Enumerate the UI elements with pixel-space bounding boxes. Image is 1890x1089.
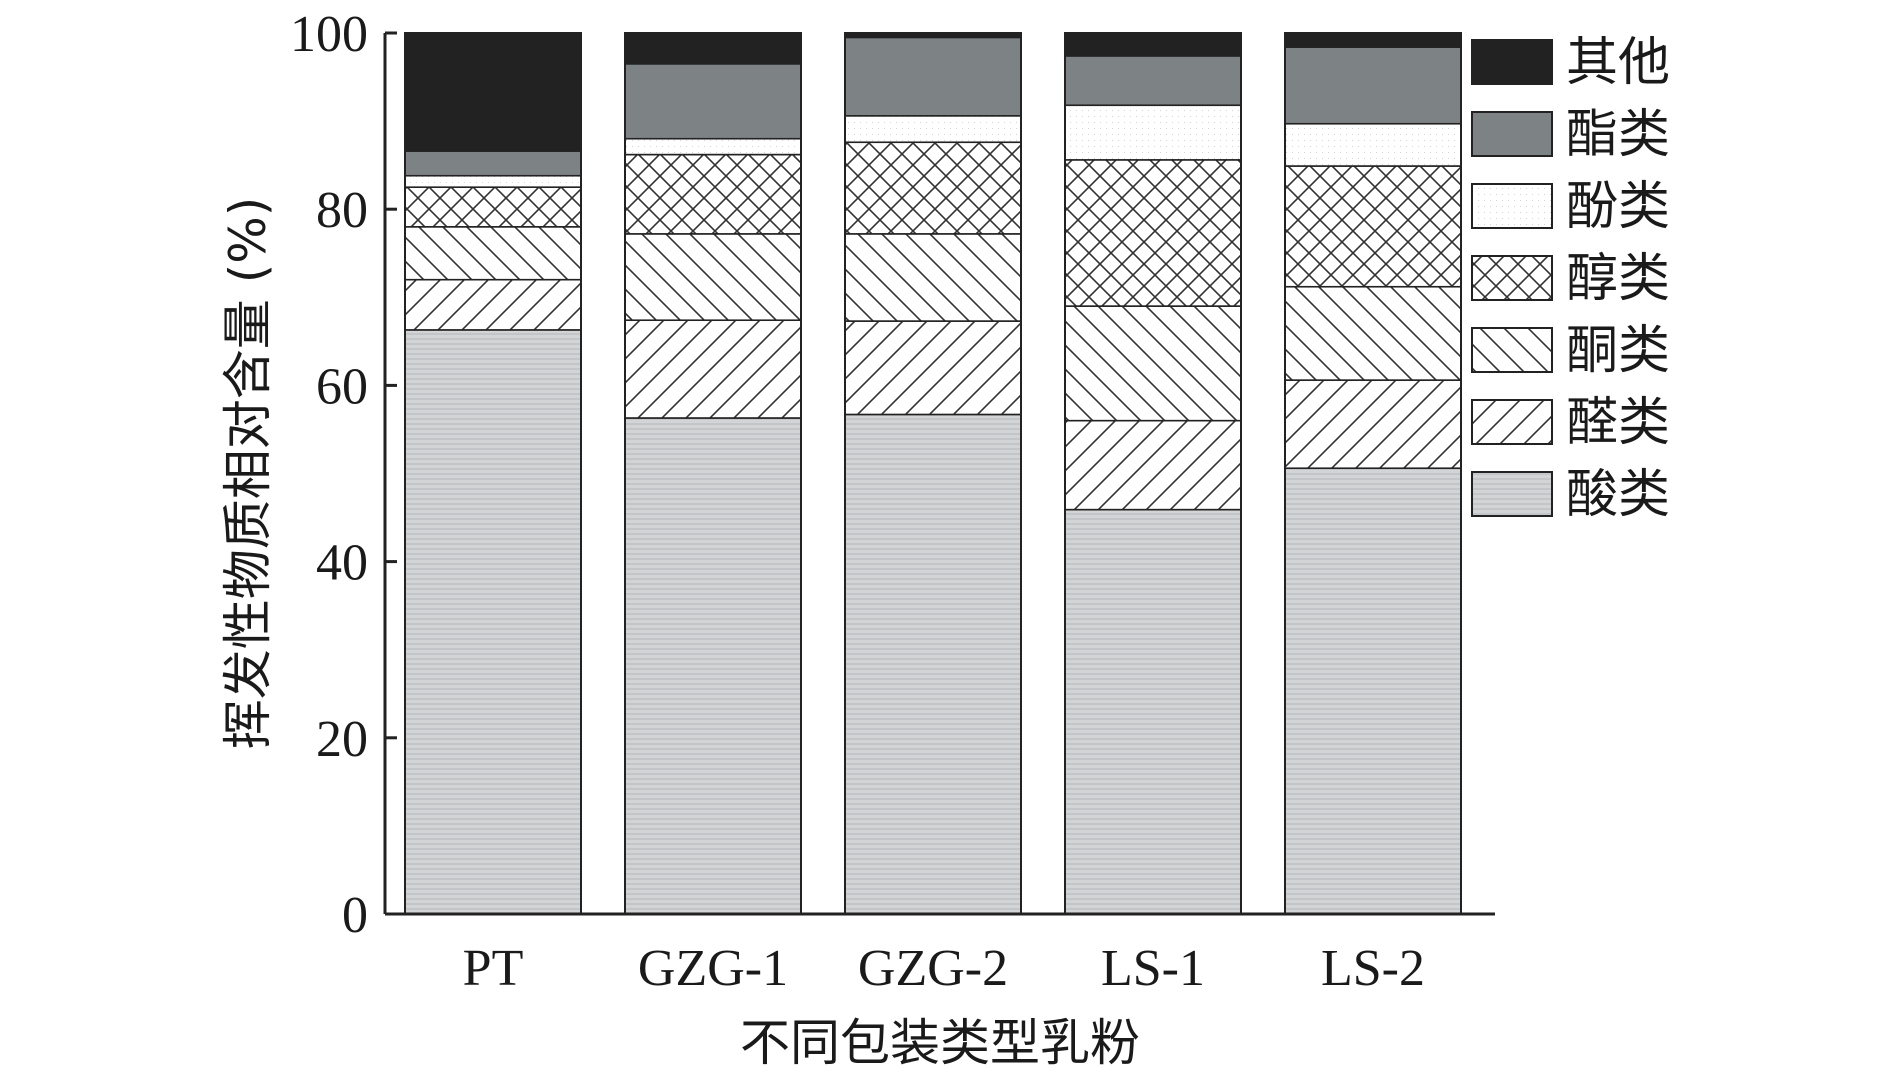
bar-segment-GZG-1-其他: [624, 32, 802, 65]
y-tick-label-60: 60: [316, 358, 368, 415]
x-tick-label-LS-1: LS-1: [1101, 940, 1205, 997]
bar-segment-LS-2-酚类: [1284, 122, 1462, 167]
bar-segment-PT-酮类: [404, 226, 582, 281]
bar-segment-GZG-1-酸类: [624, 417, 802, 915]
bar-segment-LS-1-醛类: [1064, 419, 1242, 511]
legend-swatch-酮类: [1471, 327, 1553, 373]
bar-segment-GZG-1-醛类: [624, 319, 802, 419]
x-tick-label-PT: PT: [463, 940, 524, 997]
y-tick-label-0: 0: [342, 887, 368, 944]
bars-layer: [404, 32, 1462, 915]
bar-segment-GZG-1-醇类: [624, 153, 802, 235]
y-ticks: 0 20 40 60 80 100: [290, 6, 397, 944]
bar-segment-LS-1-其他: [1064, 32, 1242, 57]
legend-swatch-其他: [1471, 39, 1553, 85]
bar-segment-GZG-2-酚类: [844, 115, 1022, 144]
y-tick-label-100: 100: [290, 6, 368, 63]
y-tick-label-40: 40: [316, 535, 368, 592]
x-axis-title: 不同包装类型乳粉: [740, 1014, 1140, 1072]
x-tick-label-LS-2: LS-2: [1321, 940, 1425, 997]
bar-segment-LS-1-醇类: [1064, 159, 1242, 307]
bar-segment-GZG-1-酚类: [624, 137, 802, 156]
y-tick-label-20: 20: [316, 711, 368, 768]
bar-segment-LS-1-酯类: [1064, 55, 1242, 107]
bar-segment-LS-1-酮类: [1064, 305, 1242, 422]
legend-label-酮类: 酮类: [1566, 321, 1670, 381]
bar-segment-LS-1-酸类: [1064, 508, 1242, 915]
bar-segment-LS-2-酸类: [1284, 467, 1462, 915]
legend-label-醛类: 醛类: [1566, 393, 1670, 453]
bar-segment-PT-酯类: [404, 150, 582, 177]
bar-segment-LS-2-醛类: [1284, 379, 1462, 470]
bar-segment-PT-酚类: [404, 174, 582, 188]
legend-label-酸类: 酸类: [1566, 465, 1670, 525]
legend-label-其他: 其他: [1566, 33, 1670, 93]
bar-segment-GZG-1-酯类: [624, 63, 802, 140]
bar-segment-GZG-2-酮类: [844, 233, 1022, 322]
bar-segment-LS-2-醇类: [1284, 165, 1462, 288]
legend-label-醇类: 醇类: [1566, 249, 1670, 309]
legend-swatch-醛类: [1471, 399, 1553, 445]
bar-segment-LS-2-酯类: [1284, 46, 1462, 125]
bar-segment-GZG-2-酯类: [844, 36, 1022, 117]
x-tick-label-GZG-1: GZG-1: [638, 940, 788, 997]
bar-segment-GZG-1-酮类: [624, 233, 802, 322]
bar-segment-LS-2-其他: [1284, 32, 1462, 48]
legend-swatch-酚类: [1471, 183, 1553, 229]
legend-swatch-酯类: [1471, 111, 1553, 157]
x-tick-label-GZG-2: GZG-2: [858, 940, 1008, 997]
x-ticks: PT GZG-1 GZG-2 LS-1 LS-2: [463, 940, 1425, 997]
legend-label-酚类: 酚类: [1566, 177, 1670, 237]
legend-swatch-醇类: [1471, 255, 1553, 301]
bar-segment-PT-醇类: [404, 186, 582, 228]
bar-segment-GZG-2-醛类: [844, 320, 1022, 416]
y-axis-title: 挥发性物质相对含量 (%): [219, 197, 277, 749]
bar-segment-PT-酸类: [404, 329, 582, 915]
legend-label-酯类: 酯类: [1566, 105, 1670, 165]
bar-segment-GZG-2-酸类: [844, 413, 1022, 915]
bar-segment-LS-2-酮类: [1284, 285, 1462, 381]
y-tick-label-80: 80: [316, 182, 368, 239]
axes: [383, 33, 1495, 916]
bar-segment-GZG-2-醇类: [844, 141, 1022, 235]
bar-segment-PT-醛类: [404, 278, 582, 331]
bar-segment-LS-1-酚类: [1064, 104, 1242, 161]
legend-swatch-酸类: [1471, 471, 1553, 517]
bar-segment-PT-其他: [404, 32, 582, 152]
